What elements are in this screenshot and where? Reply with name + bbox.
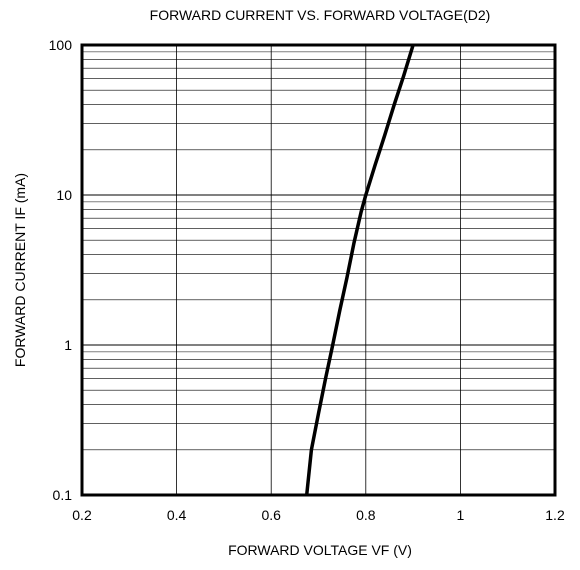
chart-title: FORWARD CURRENT VS. FORWARD VOLTAGE(D2) <box>150 7 491 23</box>
x-tick-label: 0.4 <box>167 507 187 523</box>
series-line <box>304 44 415 496</box>
y-tick-labels: 0.1 1 10 100 <box>49 37 73 503</box>
x-tick-label: 1 <box>457 507 465 523</box>
y-tick-label: 100 <box>49 37 73 53</box>
x-tick-labels: 0.2 0.4 0.6 0.8 1 1.2 <box>72 507 565 523</box>
x-tick-label: 0.6 <box>261 507 281 523</box>
y-tick-label: 0.1 <box>53 487 73 503</box>
series-layer <box>304 44 415 496</box>
plot-frame <box>80 43 557 497</box>
x-tick-label: 0.8 <box>356 507 376 523</box>
y-tick-label: 10 <box>56 187 72 203</box>
grid <box>82 45 555 495</box>
x-tick-label: 0.2 <box>72 507 92 523</box>
x-tick-label: 1.2 <box>545 507 565 523</box>
y-axis-label: FORWARD CURRENT IF (mA) <box>12 173 28 367</box>
y-tick-label: 1 <box>64 337 72 353</box>
x-axis-label: FORWARD VOLTAGE VF (V) <box>228 542 412 558</box>
